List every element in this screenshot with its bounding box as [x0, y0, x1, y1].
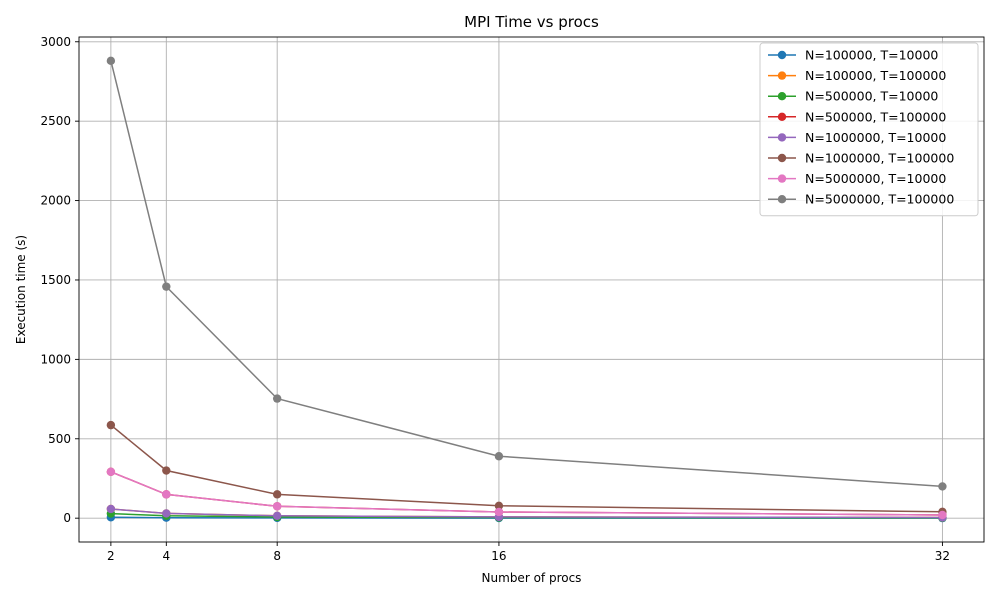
data-point	[106, 467, 116, 477]
y-tick-label: 1500	[40, 273, 71, 287]
x-tick-label: 16	[491, 549, 506, 563]
legend-marker	[777, 71, 787, 80]
data-point	[162, 490, 171, 499]
legend-marker	[777, 112, 787, 122]
x-tick-label: 32	[935, 549, 950, 563]
legend-item: N=5000000, T=100000	[768, 192, 954, 207]
legend-item: N=100000, T=100000	[768, 68, 946, 83]
legend-label: N=1000000, T=100000	[805, 151, 954, 166]
y-tick-label: 500	[48, 432, 71, 446]
data-point	[494, 452, 504, 461]
data-point	[494, 501, 504, 510]
series	[106, 467, 947, 520]
legend-item: N=5000000, T=10000	[768, 171, 946, 186]
y-tick-label: 0	[63, 511, 71, 525]
series	[106, 56, 947, 491]
legend-label: N=1000000, T=10000	[805, 130, 946, 145]
data-point	[162, 466, 171, 475]
y-tick-label: 2000	[40, 194, 71, 208]
data-point	[272, 511, 282, 520]
x-axis-title: Number of procs	[482, 571, 582, 585]
legend-marker	[777, 153, 787, 163]
legend-marker	[777, 50, 787, 60]
data-point	[272, 502, 282, 511]
legend-marker	[777, 174, 787, 183]
data-point	[106, 420, 116, 430]
series	[106, 420, 947, 517]
legend-label: N=5000000, T=100000	[805, 192, 954, 207]
legend-label: N=100000, T=10000	[805, 48, 938, 63]
plot-frame	[78, 36, 985, 543]
axes: 2 4 8 16 32 0 500 1000 1500 2000 2500 3000	[40, 35, 950, 563]
y-axis-title: Execution time (s)	[14, 235, 28, 344]
x-tick-label: 8	[273, 549, 281, 563]
legend-marker	[777, 92, 787, 101]
legend-item: N=1000000, T=10000	[768, 130, 946, 145]
data-point	[938, 482, 947, 491]
legend-label: N=100000, T=100000	[805, 68, 946, 83]
legend-box	[759, 42, 979, 217]
legend-item: N=500000, T=10000	[768, 89, 938, 104]
data-point	[938, 510, 947, 520]
legend-marker	[777, 133, 787, 142]
data-point	[106, 504, 116, 514]
x-tick-label: 4	[162, 549, 170, 563]
chart-title: MPI Time vs procs	[464, 13, 599, 31]
legend-item: N=1000000, T=100000	[768, 151, 954, 166]
data-point	[106, 56, 116, 66]
y-tick-label: 1000	[40, 352, 71, 366]
data-point	[494, 507, 504, 517]
x-tick-label: 2	[107, 549, 115, 563]
data-point	[162, 282, 171, 291]
series-layer	[106, 56, 947, 523]
data-point	[162, 509, 171, 518]
legend-marker	[777, 195, 787, 204]
y-tick-label: 2500	[40, 114, 71, 128]
legend-label: N=5000000, T=10000	[805, 171, 946, 186]
legend-label: N=500000, T=10000	[805, 89, 938, 104]
y-tick-label: 3000	[40, 35, 71, 49]
legend-item: N=500000, T=100000	[768, 109, 946, 124]
data-point	[272, 394, 282, 403]
legend-label: N=500000, T=100000	[805, 109, 946, 124]
legend-item: N=100000, T=10000	[768, 48, 938, 63]
legend: N=100000, T=10000 N=100000, T=100000 N=500…	[759, 42, 979, 217]
data-point	[272, 490, 282, 499]
